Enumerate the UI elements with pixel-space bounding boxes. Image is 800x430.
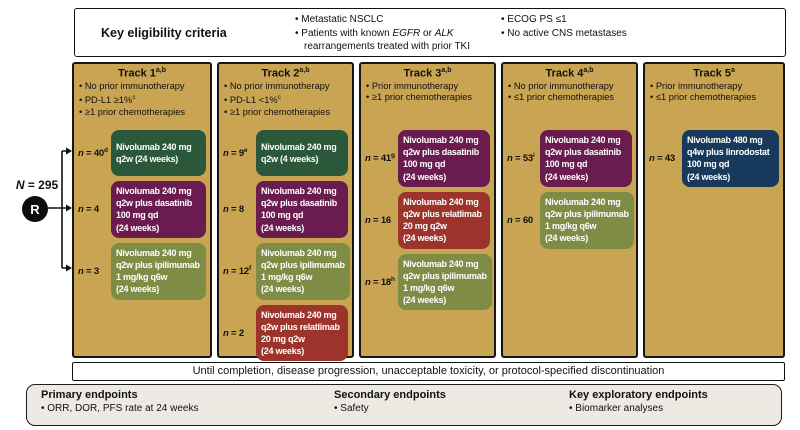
arm-row: n = 40d Nivolumab 240 mg q2w (24 weeks) — [76, 130, 206, 176]
track-criterion: Prior immunotherapy — [650, 81, 781, 93]
track-arms: n = 9e Nivolumab 240 mg q2w (4 weeks) n = 8… — [221, 130, 350, 362]
treatment-arm-box: Nivolumab 240 mg q2w (4 weeks) — [256, 130, 348, 176]
track-criterion: No prior immunotherapy — [224, 81, 350, 93]
treatment-arm-box: Nivolumab 240 mg q2w plus ipilimumab 1 mg/… — [540, 191, 634, 249]
arm-n-label: n = 8 — [223, 203, 244, 215]
endpoint-title: Key exploratory endpoints — [569, 389, 708, 401]
arm-n-label: n = 2 — [223, 327, 244, 339]
treatment-arm-box: Nivolumab 240 mg q2w plus dasatinib 100 mg… — [256, 181, 348, 238]
arm-n-label: n = 60 — [507, 214, 534, 226]
track-criterion: ≥1 prior chemotherapies — [79, 107, 208, 119]
arm-n-label: n = 3 — [78, 265, 99, 277]
treatment-arm-box: Nivolumab 240 mg q2w plus ipilimumab 1 mg/… — [398, 253, 492, 311]
treatment-arm-box: Nivolumab 240 mg q2w plus relatlimab 20 mg… — [256, 304, 348, 362]
eligibility-title: Key eligibility criteria — [101, 25, 227, 40]
track-box-3: Track 3a,bPrior immunotherapy≥1 prior ch… — [359, 62, 496, 358]
continuation-bar: Until completion, disease progression, u… — [72, 362, 785, 381]
endpoint-title: Secondary endpoints — [334, 389, 446, 401]
track-criterion: PD-L1 ≥1%c — [79, 92, 208, 107]
track-title: Track 5a — [693, 67, 735, 80]
treatment-arm-box: Nivolumab 240 mg q2w plus dasatinib 100 mg… — [540, 130, 632, 187]
arm-n-label: n = 40d — [78, 146, 108, 160]
randomization-arrows-icon — [48, 147, 72, 272]
track-title: Track 2a,b — [261, 67, 310, 80]
track-criterion: PD-L1 <1%c — [224, 92, 350, 107]
arm-row: n = 53i Nivolumab 240 mg q2w plus dasatini… — [505, 130, 632, 187]
arm-n-label: n = 53i — [507, 152, 535, 165]
endpoint-title: Primary endpoints — [41, 389, 138, 401]
track-criterion: ≥1 prior chemotherapies — [224, 107, 350, 119]
eligibility-criterion: No active CNS metastases — [501, 27, 731, 41]
arm-row: n = 16 Nivolumab 240 mg q2w plus relatlima… — [363, 191, 490, 249]
track-box-5: Track 5aPrior immunotherapy≤1 prior chem… — [643, 62, 785, 358]
arm-row: n = 43 Nivolumab 480 mg q4w plus linrodost… — [647, 130, 779, 187]
treatment-arm-box: Nivolumab 240 mg q2w plus ipilimumab 1 mg/… — [111, 242, 206, 300]
arm-row: n = 9e Nivolumab 240 mg q2w (4 weeks) — [221, 130, 348, 176]
track-criterion: ≤1 prior chemotherapies — [650, 92, 781, 104]
arm-row: n = 60 Nivolumab 240 mg q2w plus ipilimuma… — [505, 191, 634, 249]
treatment-arm-box: Nivolumab 240 mg q2w plus ipilimumab 1 mg/… — [256, 242, 350, 300]
arm-n-label: n = 41g — [365, 152, 395, 165]
track-arms: n = 41g Nivolumab 240 mg q2w plus dasatini… — [363, 130, 492, 311]
arm-n-label: n = 43 — [649, 152, 676, 164]
endpoint-item: Safety — [334, 403, 446, 414]
track-criteria: Prior immunotherapy≤1 prior chemotherapi… — [645, 81, 783, 104]
arm-row: n = 18h Nivolumab 240 mg q2w plus ipilimum… — [363, 253, 492, 311]
arm-n-label: n = 16 — [365, 214, 392, 226]
arm-row: n = 4 Nivolumab 240 mg q2w plus dasatinib 1… — [76, 181, 206, 238]
track-arms: n = 43 Nivolumab 480 mg q4w plus linrodost… — [647, 130, 779, 187]
eligibility-criterion: ECOG PS ≤1 — [501, 13, 731, 27]
track-title: Track 4a,b — [545, 67, 594, 80]
endpoint-item: Biomarker analyses — [569, 403, 708, 414]
arm-n-label: n = 9e — [223, 146, 248, 160]
arm-n-label: n = 4 — [78, 203, 99, 215]
track-criterion: No prior immunotherapy — [508, 81, 634, 93]
arm-n-label: n = 18h — [365, 275, 395, 289]
track-criteria: No prior immunotherapy≤1 prior chemother… — [503, 81, 636, 104]
treatment-arm-box: Nivolumab 240 mg q2w plus relatlimab 20 mg… — [398, 191, 490, 249]
arm-row: n = 41g Nivolumab 240 mg q2w plus dasatini… — [363, 130, 490, 187]
treatment-arm-box: Nivolumab 240 mg q2w plus dasatinib 100 mg… — [398, 130, 490, 187]
track-title: Track 1a,b — [117, 67, 167, 80]
track-criterion: ≥1 prior chemotherapies — [366, 92, 492, 104]
arm-row: n = 8 Nivolumab 240 mg q2w plus dasatinib 1… — [221, 181, 348, 238]
endpoint-group: Key exploratory endpoints Biomarker analy… — [569, 389, 708, 414]
track-box-4: Track 4a,bNo prior immunotherapy≤1 prior… — [501, 62, 638, 358]
track-box-2: Track 2a,bNo prior immunotherapyPD-L1 <1… — [217, 62, 354, 362]
treatment-arm-box: Nivolumab 480 mg q4w plus linrodostat 100 … — [682, 130, 779, 187]
track-criteria: No prior immunotherapyPD-L1 <1%c≥1 prior… — [219, 81, 352, 119]
n-value: = 295 — [24, 178, 59, 192]
randomization-badge: R — [22, 196, 48, 222]
track-criteria: No prior immunotherapyPD-L1 ≥1%c≥1 prior… — [74, 81, 210, 119]
track-box-1: Track 1a,bNo prior immunotherapyPD-L1 ≥1… — [72, 62, 212, 358]
eligibility-column-2: ECOG PS ≤1No active CNS metastases — [501, 13, 731, 40]
track-criteria: Prior immunotherapy≥1 prior chemotherapi… — [361, 81, 494, 104]
n-symbol: N — [15, 178, 25, 192]
eligibility-box: Key eligibility criteria Metastatic NSCL… — [74, 8, 786, 57]
track-arms: n = 53i Nivolumab 240 mg q2w plus dasatini… — [505, 130, 634, 249]
total-enrollment-label: N = 295 — [5, 178, 69, 192]
treatment-arm-box: Nivolumab 240 mg q2w (24 weeks) — [111, 130, 206, 176]
eligibility-criterion: Metastatic NSCLC — [295, 13, 491, 27]
track-criterion: ≤1 prior chemotherapies — [508, 92, 634, 104]
eligibility-criterion: Patients with known EGFR or ALK rearrang… — [295, 27, 491, 54]
track-criterion: No prior immunotherapy — [79, 81, 208, 93]
endpoint-group: Primary endpoints ORR, DOR, PFS rate at 2… — [41, 389, 198, 414]
track-criterion: Prior immunotherapy — [366, 81, 492, 93]
arm-row: n = 2 Nivolumab 240 mg q2w plus relatlimab… — [221, 304, 348, 362]
arm-n-label: n = 12f — [223, 265, 251, 278]
arm-row: n = 3 Nivolumab 240 mg q2w plus ipilimumab… — [76, 242, 206, 300]
track-title: Track 3a,b — [403, 67, 452, 80]
arm-row: n = 12f Nivolumab 240 mg q2w plus ipilimum… — [221, 242, 350, 300]
endpoint-group: Secondary endpoints Safety — [334, 389, 446, 414]
endpoints-box: Primary endpoints ORR, DOR, PFS rate at 2… — [26, 384, 782, 426]
eligibility-column-1: Metastatic NSCLCPatients with known EGFR… — [295, 13, 491, 54]
treatment-arm-box: Nivolumab 240 mg q2w plus dasatinib 100 mg… — [111, 181, 206, 238]
track-arms: n = 40d Nivolumab 240 mg q2w (24 weeks) n =… — [76, 130, 206, 300]
endpoint-item: ORR, DOR, PFS rate at 24 weeks — [41, 403, 198, 414]
